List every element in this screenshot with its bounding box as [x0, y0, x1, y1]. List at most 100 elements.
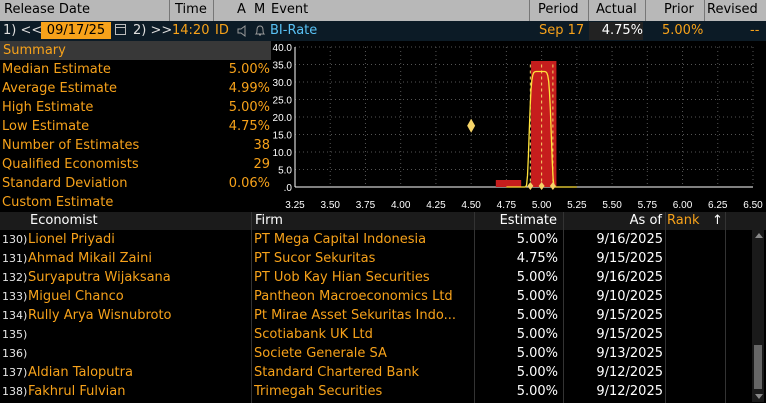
table-row[interactable]: 132) Suryaputra Wijaksana PT Uob Kay Hian …: [0, 268, 766, 287]
x-tick-label: 3.75: [356, 200, 376, 211]
sort-ascending-icon[interactable]: ↑: [712, 213, 723, 228]
release-time: 14:20: [172, 23, 210, 38]
row-number: 131): [2, 252, 27, 265]
firm-name[interactable]: PT Uob Kay Hian Securities: [254, 270, 430, 285]
header-divider: [529, 0, 530, 21]
a-header[interactable]: A: [237, 2, 246, 17]
estimate-value: 5.00%: [516, 365, 558, 380]
estimate-value: 5.00%: [516, 232, 558, 247]
estimate-value: 4.75%: [516, 251, 558, 266]
estimate-value: 5.00%: [516, 308, 558, 323]
table-row[interactable]: 135) Scotiabank UK Ltd 5.00% 9/15/2025: [0, 325, 766, 344]
calendar-icon[interactable]: [115, 24, 126, 35]
revised-header[interactable]: Revised: [707, 2, 758, 17]
summary-row: Qualified Economists 29: [0, 155, 271, 174]
firm-name[interactable]: Societe Generale SA: [254, 346, 387, 361]
release-header-bar: Release Date Time A M Event Period Actua…: [0, 0, 766, 21]
x-tick-label: 5.00: [532, 200, 552, 211]
economist-name[interactable]: Fakhrul Fulvian: [28, 384, 126, 399]
m-header[interactable]: M: [254, 2, 266, 17]
row-number: 137): [2, 366, 27, 379]
actual-header[interactable]: Actual: [596, 2, 637, 17]
column-divider: [474, 212, 475, 403]
summary-label: Standard Deviation: [2, 176, 128, 191]
y-tick-label: 5.0: [278, 166, 292, 177]
header-divider: [645, 0, 646, 21]
table-row[interactable]: 133) Miguel Chanco Pantheon Macroeconomics…: [0, 287, 766, 306]
table-row[interactable]: 136) Societe Generale SA 5.00% 9/13/2025: [0, 344, 766, 363]
event-header[interactable]: Event: [271, 2, 309, 17]
period-header[interactable]: Period: [538, 2, 579, 17]
table-row[interactable]: 134) Rully Arya Wisnubroto Pt Mirae Asset …: [0, 306, 766, 325]
y-tick-label: 15.0: [273, 131, 293, 142]
summary-row: Low Estimate 4.75%: [0, 117, 271, 136]
release-date-input[interactable]: 09/17/25: [41, 22, 111, 39]
estimate-value: 5.00%: [516, 346, 558, 361]
bell-icon[interactable]: [253, 24, 267, 38]
summary-row: Custom Estimate: [0, 193, 271, 212]
firm-name[interactable]: Trimegah Securities: [254, 384, 383, 399]
scrollbar-thumb[interactable]: [754, 345, 762, 389]
x-tick-label: 5.50: [602, 200, 622, 211]
column-divider: [665, 212, 666, 403]
next-date-button[interactable]: 2) >>: [133, 23, 173, 38]
summary-panel: Summary Median Estimate 5.00% Average Esti…: [0, 41, 271, 211]
economist-name[interactable]: Miguel Chanco: [28, 289, 124, 304]
rank-column-header[interactable]: Rank: [667, 213, 700, 228]
economist-name[interactable]: [28, 325, 248, 344]
header-divider: [588, 0, 589, 21]
firm-name[interactable]: Scotiabank UK Ltd: [254, 327, 373, 342]
table-row[interactable]: 130) Lionel Priyadi PT Mega Capital Indone…: [0, 230, 766, 249]
x-tick-label: 5.75: [638, 200, 658, 211]
y-tick-label: 40.0: [273, 43, 293, 54]
economist-column-header[interactable]: Economist: [30, 213, 98, 228]
as-of-date: 9/16/2025: [596, 232, 663, 247]
summary-value: 5.00%: [228, 100, 270, 115]
y-tick-label: 25.0: [273, 96, 293, 107]
x-tick-label: 3.50: [320, 200, 340, 211]
summary-label: Custom Estimate: [2, 195, 114, 210]
economist-name[interactable]: Ahmad Mikail Zaini: [28, 251, 152, 266]
economist-name[interactable]: Lionel Priyadi: [28, 232, 115, 247]
firm-name[interactable]: Pt Mirae Asset Sekuritas Indo...: [254, 308, 456, 323]
table-scrollbar[interactable]: [752, 230, 764, 402]
summary-value: 0.06%: [228, 176, 270, 191]
economist-name[interactable]: Aldian Taloputra: [28, 365, 133, 380]
summary-label: Qualified Economists: [2, 157, 139, 172]
time-header[interactable]: Time: [175, 2, 207, 17]
table-row[interactable]: 131) Ahmad Mikail Zaini PT Sucor Sekuritas…: [0, 249, 766, 268]
distribution-curve: [506, 70, 577, 188]
summary-value: 29: [253, 157, 270, 172]
x-tick-label: 6.00: [673, 200, 693, 211]
summary-label: Number of Estimates: [2, 138, 140, 153]
estimate-column-header[interactable]: Estimate: [499, 213, 557, 228]
row-number: 136): [2, 347, 27, 360]
table-row[interactable]: 137) Aldian Taloputra Standard Chartered B…: [0, 363, 766, 382]
event-name[interactable]: BI-Rate: [270, 23, 318, 38]
prev-date-button[interactable]: 1) <<: [3, 23, 43, 38]
firm-name[interactable]: PT Mega Capital Indonesia: [254, 232, 427, 247]
bottom-estimate-marker: [549, 182, 556, 190]
table-row[interactable]: 138) Fakhrul Fulvian Trimegah Securities 5.…: [0, 382, 766, 401]
firm-name[interactable]: Standard Chartered Bank: [254, 365, 420, 380]
summary-row: High Estimate 5.00%: [0, 98, 271, 117]
firm-name[interactable]: PT Sucor Sekuritas: [254, 251, 376, 266]
scroll-down-arrow[interactable]: [755, 394, 763, 399]
summary-value: 4.75%: [228, 119, 270, 134]
row-number: 133): [2, 290, 27, 303]
economist-name[interactable]: Rully Arya Wisnubroto: [28, 308, 172, 323]
firm-column-header[interactable]: Firm: [255, 213, 283, 228]
speaker-icon[interactable]: [236, 24, 250, 38]
row-number: 135): [2, 328, 27, 341]
economist-name[interactable]: [28, 344, 248, 363]
row-number: 138): [2, 385, 27, 398]
header-divider: [704, 0, 705, 21]
as-of-column-header[interactable]: As of: [629, 213, 662, 228]
scroll-up-arrow[interactable]: [755, 233, 763, 238]
release-date-header[interactable]: Release Date: [4, 2, 90, 17]
summary-value: 38: [253, 138, 270, 153]
prior-header[interactable]: Prior: [664, 2, 694, 17]
as-of-date: 9/15/2025: [596, 327, 663, 342]
economist-name[interactable]: Suryaputra Wijaksana: [28, 270, 171, 285]
firm-name[interactable]: Pantheon Macroeconomics Ltd: [254, 289, 453, 304]
